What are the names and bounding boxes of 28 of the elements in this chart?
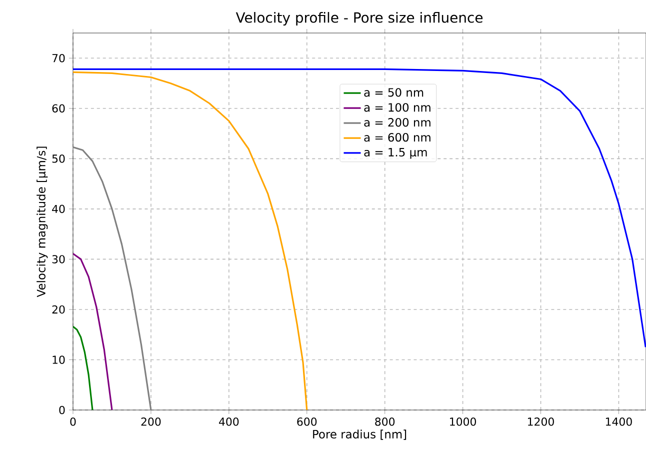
line-series <box>73 326 94 410</box>
line-series <box>73 146 152 410</box>
y-tick-label: 10 <box>52 356 65 364</box>
x-tick-label: 1200 <box>528 418 554 426</box>
legend-label: a = 1.5 µm <box>364 148 427 159</box>
legend-label: a = 100 nm <box>364 103 430 112</box>
y-tick-label: 60 <box>52 104 65 113</box>
y-tick-label: 0 <box>59 406 65 414</box>
y-tick-label: 20 <box>52 305 65 314</box>
line-series <box>73 71 308 410</box>
y-tick-label: 30 <box>52 255 65 264</box>
x-tick-label: 400 <box>218 418 239 426</box>
x-axis-title: Pore radius [nm] <box>313 430 406 440</box>
legend-label: a = 200 nm <box>364 118 430 127</box>
x-tick-label: 600 <box>297 418 317 426</box>
chart-title: Velocity profile - Pore size influence <box>236 12 483 26</box>
line-series <box>73 252 113 410</box>
legend-label: a = 50 nm <box>364 88 424 97</box>
y-tick-label: 70 <box>52 54 65 62</box>
legend-label: a = 600 nm <box>364 133 430 142</box>
x-tick-label: 1400 <box>606 418 632 426</box>
x-tick-label: 0 <box>70 418 76 426</box>
y-tick-label: 50 <box>52 154 65 163</box>
y-tick-label: 40 <box>52 204 65 214</box>
x-tick-label: 800 <box>375 418 395 426</box>
y-axis-title: Velocity magnitude [µm/s] <box>36 146 48 298</box>
x-tick-label: 200 <box>141 418 161 426</box>
x-tick-label: 1000 <box>450 418 476 426</box>
